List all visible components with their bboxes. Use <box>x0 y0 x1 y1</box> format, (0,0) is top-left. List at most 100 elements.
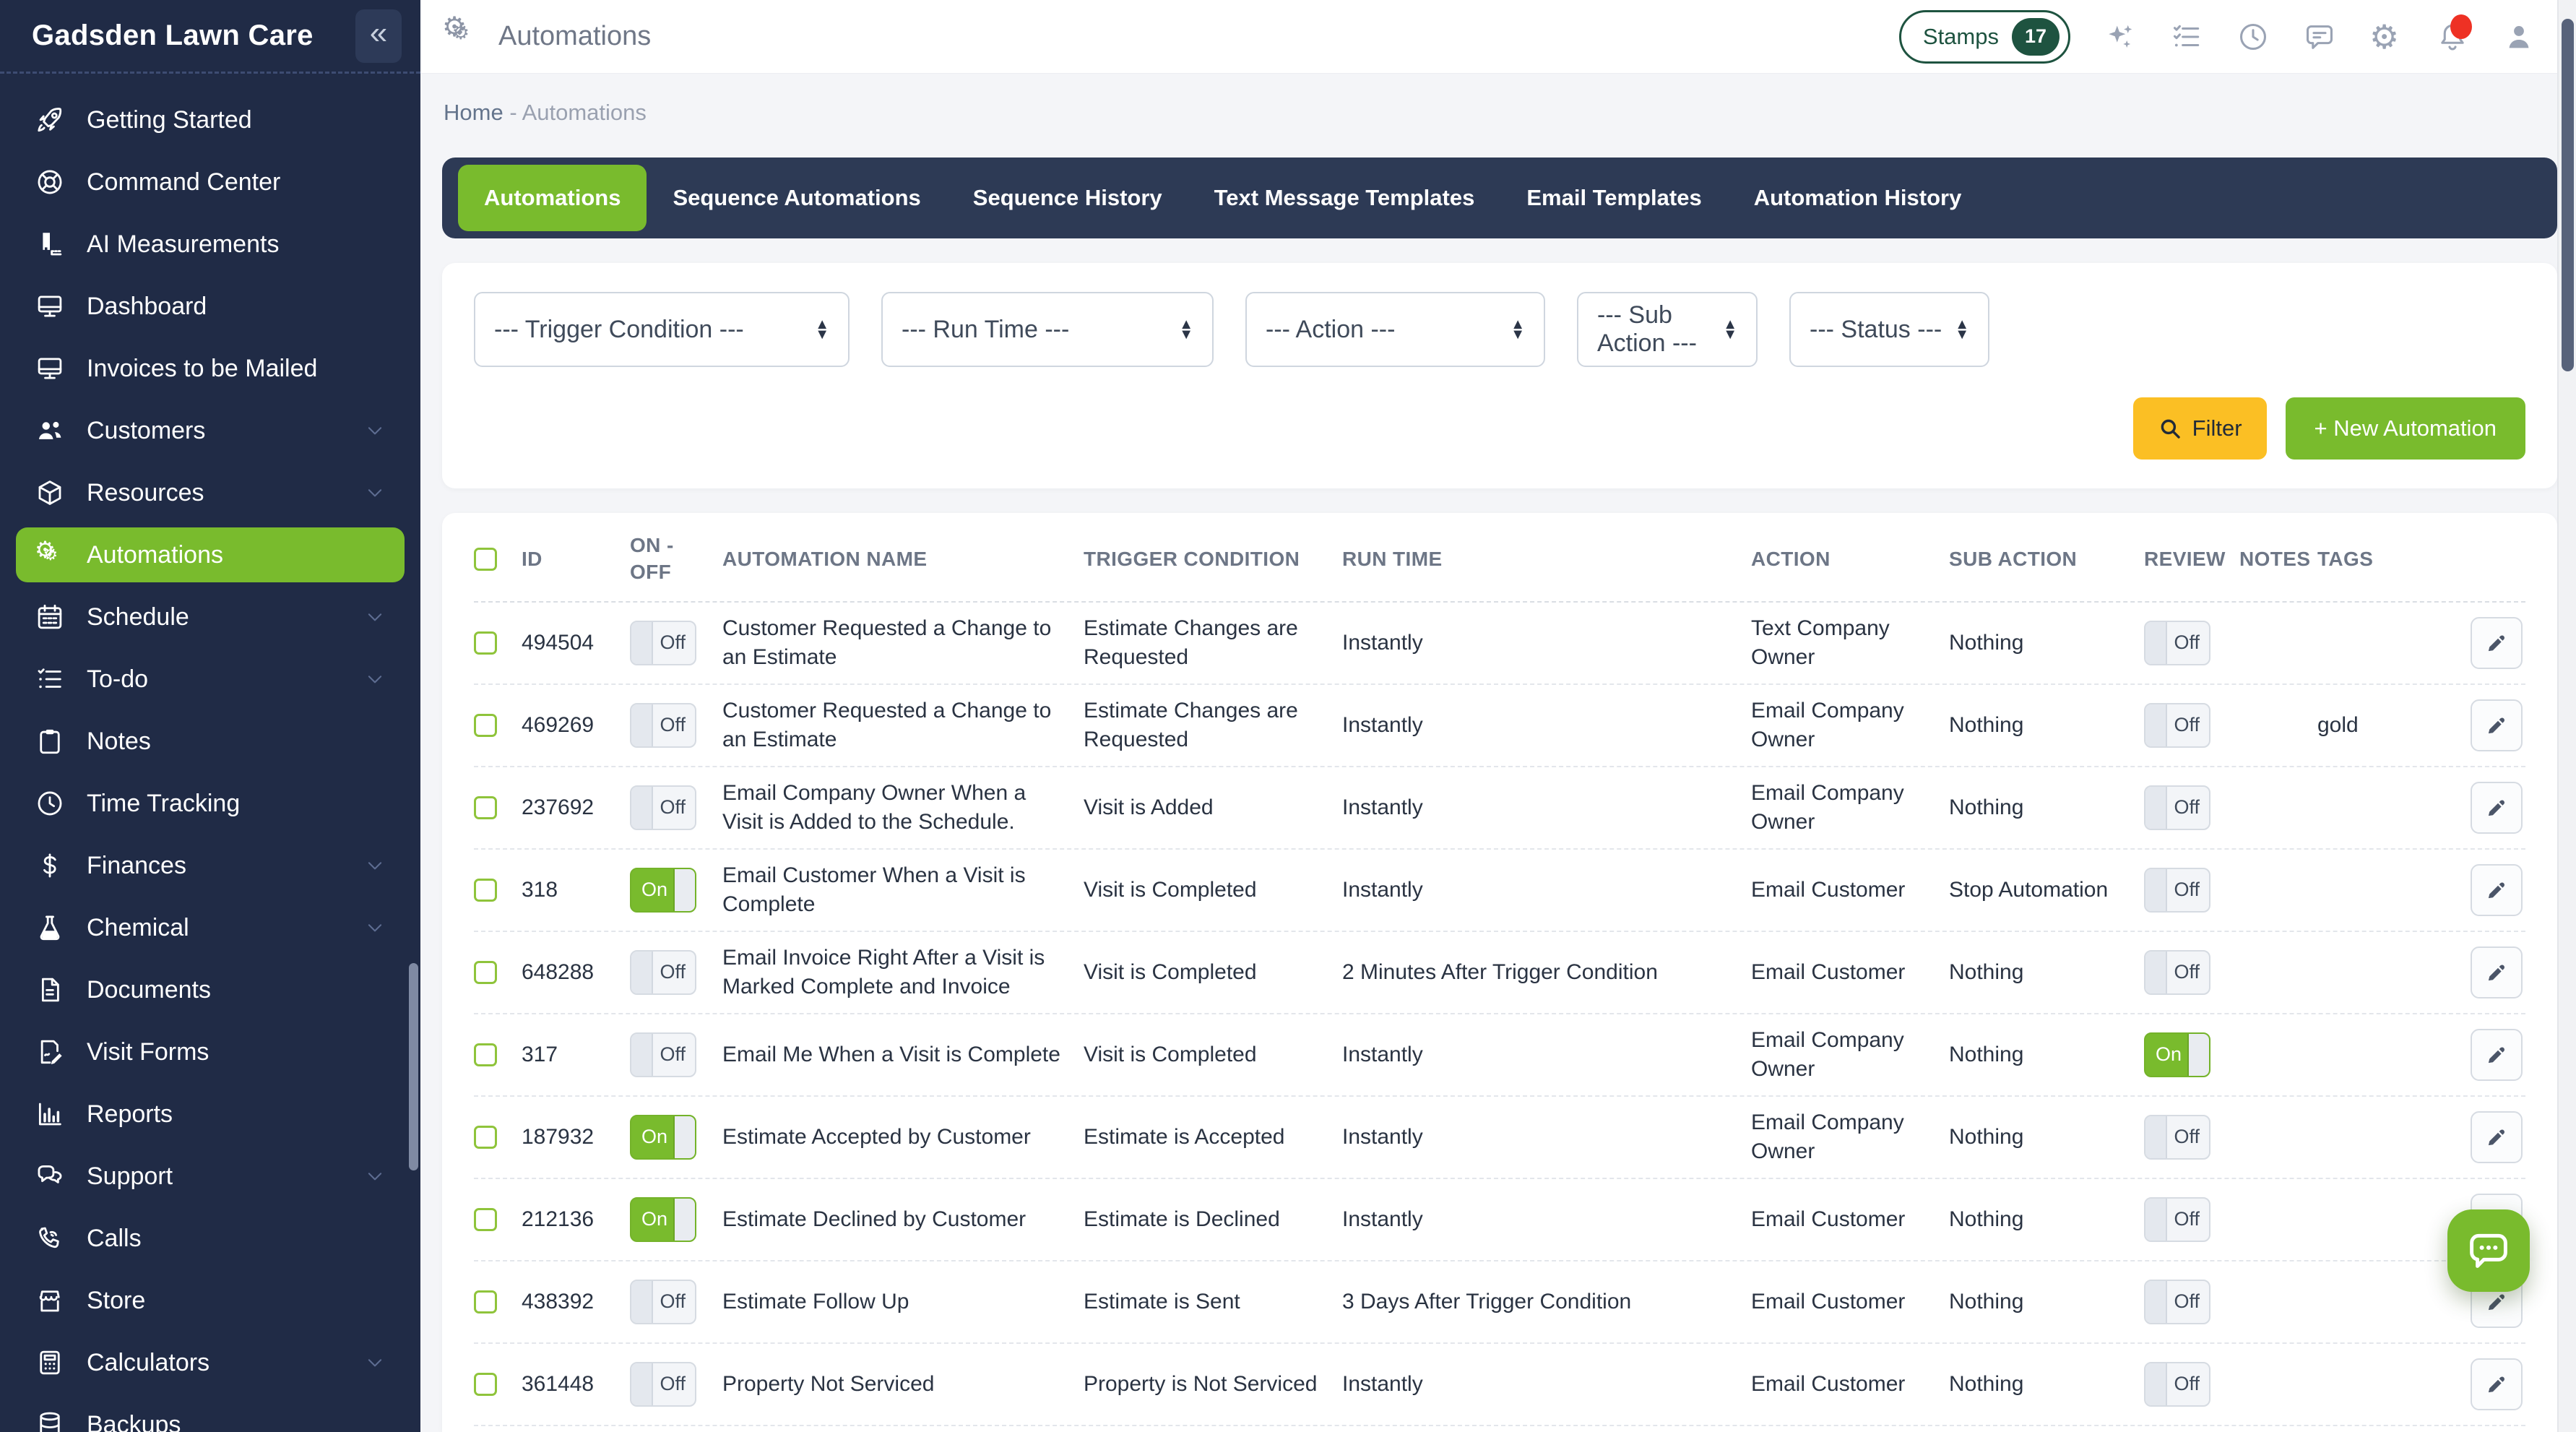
notification-dot <box>2450 14 2472 39</box>
row-checkbox[interactable] <box>474 796 497 819</box>
action: Email Company Owner <box>1751 696 1949 754</box>
review-toggle[interactable]: Off <box>2144 868 2210 913</box>
page-scrollbar-thumb[interactable] <box>2562 19 2574 371</box>
review-toggle[interactable]: Off <box>2144 1362 2210 1407</box>
on-off-toggle[interactable]: Off <box>630 1362 696 1407</box>
page-scrollbar-track[interactable] <box>2557 0 2576 1432</box>
select-all-checkbox[interactable] <box>474 548 497 571</box>
on-off-toggle[interactable]: Off <box>630 785 696 830</box>
sidebar-item[interactable]: Reports <box>16 1087 405 1142</box>
sidebar-item[interactable]: To-do <box>16 652 405 707</box>
row-checkbox[interactable] <box>474 1373 497 1396</box>
sidebar-item[interactable]: Chemical <box>16 900 405 955</box>
sidebar-item[interactable]: Getting Started <box>16 92 405 147</box>
filter-button[interactable]: Filter <box>2133 397 2267 460</box>
on-off-toggle[interactable]: On <box>630 1115 696 1160</box>
edit-button[interactable] <box>2471 699 2523 751</box>
bell-icon[interactable] <box>2436 20 2469 53</box>
edit-button[interactable] <box>2471 864 2523 916</box>
on-off-toggle[interactable]: On <box>630 868 696 913</box>
trigger-condition: Property is Not Serviced <box>1084 1370 1342 1399</box>
sidebar-item[interactable]: Dashboard <box>16 279 405 334</box>
sidebar-item[interactable]: AI Measurements <box>16 217 405 272</box>
breadcrumb-home[interactable]: Home <box>444 100 503 125</box>
review-toggle[interactable]: On <box>2144 1032 2210 1077</box>
select-value: --- Status --- <box>1810 316 1942 344</box>
on-off-toggle[interactable]: On <box>630 1197 696 1242</box>
filter-select[interactable]: --- Action --- ▲▼ <box>1245 292 1545 367</box>
edit-button[interactable] <box>2471 1358 2523 1410</box>
review-toggle[interactable]: Off <box>2144 621 2210 665</box>
sidebar-item[interactable]: Schedule <box>16 590 405 644</box>
tab[interactable]: Sequence History <box>947 165 1188 231</box>
review-toggle[interactable]: Off <box>2144 950 2210 995</box>
action: Email Customer <box>1751 1205 1949 1234</box>
sparkles-icon[interactable] <box>2104 20 2137 53</box>
header-id: ID <box>522 546 630 573</box>
row-checkbox[interactable] <box>474 1208 497 1231</box>
edit-button[interactable] <box>2471 1111 2523 1163</box>
on-off-toggle[interactable]: Off <box>630 703 696 748</box>
comment-icon[interactable] <box>2303 20 2336 53</box>
sidebar-item[interactable]: Support <box>16 1149 405 1204</box>
filter-select[interactable]: --- Trigger Condition --- ▲▼ <box>474 292 850 367</box>
on-off-toggle[interactable]: Off <box>630 621 696 665</box>
sidebar-item[interactable]: Resources <box>16 465 405 520</box>
review-toggle[interactable]: Off <box>2144 1280 2210 1324</box>
sidebar-scrollbar-thumb[interactable] <box>409 963 418 1170</box>
filter-select[interactable]: --- Status --- ▲▼ <box>1789 292 1989 367</box>
breadcrumb-separator: - <box>509 100 517 125</box>
edit-button[interactable] <box>2471 782 2523 834</box>
gear-icon[interactable]: ⚙ <box>2369 20 2403 53</box>
tab[interactable]: Automations <box>458 165 647 231</box>
edit-button[interactable] <box>2471 1029 2523 1081</box>
automations-table: ID ON - OFF AUTOMATION NAME TRIGGER COND… <box>442 513 2557 1432</box>
sidebar-item[interactable]: Calculators <box>16 1335 405 1390</box>
tab[interactable]: Automation History <box>1728 165 1988 231</box>
sidebar-item[interactable]: Finances <box>16 838 405 893</box>
checklist-icon[interactable] <box>2170 20 2203 53</box>
review-toggle[interactable]: Off <box>2144 1197 2210 1242</box>
new-automation-button[interactable]: + New Automation <box>2286 397 2525 460</box>
sidebar-item[interactable]: ⚙⚙ Automations <box>16 527 405 582</box>
sidebar-item[interactable]: Store <box>16 1273 405 1328</box>
row-checkbox[interactable] <box>474 714 497 737</box>
sidebar-item-label: Automations <box>87 541 223 569</box>
clock-icon[interactable] <box>2236 20 2270 53</box>
sidebar-item[interactable]: Visit Forms <box>16 1025 405 1079</box>
stamps-button[interactable]: Stamps 17 <box>1899 10 2070 64</box>
on-off-toggle[interactable]: Off <box>630 1280 696 1324</box>
sidebar-item[interactable]: Customers <box>16 403 405 458</box>
review-toggle[interactable]: Off <box>2144 785 2210 830</box>
row-checkbox[interactable] <box>474 1043 497 1066</box>
row-checkbox[interactable] <box>474 879 497 902</box>
tab[interactable]: Email Templates <box>1500 165 1727 231</box>
sidebar-item[interactable]: Notes <box>16 714 405 769</box>
edit-button[interactable] <box>2471 946 2523 998</box>
sidebar-item[interactable]: Backups <box>16 1397 405 1432</box>
row-checkbox[interactable] <box>474 961 497 984</box>
sidebar-collapse-button[interactable]: « <box>355 9 402 63</box>
sidebar-item[interactable]: Command Center <box>16 155 405 210</box>
review-toggle[interactable]: Off <box>2144 703 2210 748</box>
header-on-off: ON - OFF <box>630 532 696 586</box>
edit-button[interactable] <box>2471 617 2523 669</box>
on-off-toggle[interactable]: Off <box>630 950 696 995</box>
clock-icon <box>35 788 65 819</box>
sidebar-item[interactable]: Documents <box>16 962 405 1017</box>
row-checkbox[interactable] <box>474 1290 497 1314</box>
on-off-toggle[interactable]: Off <box>630 1032 696 1077</box>
row-checkbox[interactable] <box>474 1126 497 1149</box>
filter-select[interactable]: --- Sub Action --- ▲▼ <box>1577 292 1758 367</box>
sidebar-item[interactable]: Invoices to be Mailed <box>16 341 405 396</box>
tab[interactable]: Sequence Automations <box>647 165 946 231</box>
sidebar-item[interactable]: Calls <box>16 1211 405 1266</box>
live-chat-button[interactable] <box>2447 1209 2530 1292</box>
filter-select[interactable]: --- Run Time --- ▲▼ <box>881 292 1214 367</box>
tab[interactable]: Text Message Templates <box>1188 165 1501 231</box>
review-toggle[interactable]: Off <box>2144 1115 2210 1160</box>
user-icon[interactable] <box>2502 20 2536 53</box>
row-checkbox[interactable] <box>474 631 497 655</box>
monitor-icon <box>35 353 65 384</box>
sidebar-item[interactable]: Time Tracking <box>16 776 405 831</box>
